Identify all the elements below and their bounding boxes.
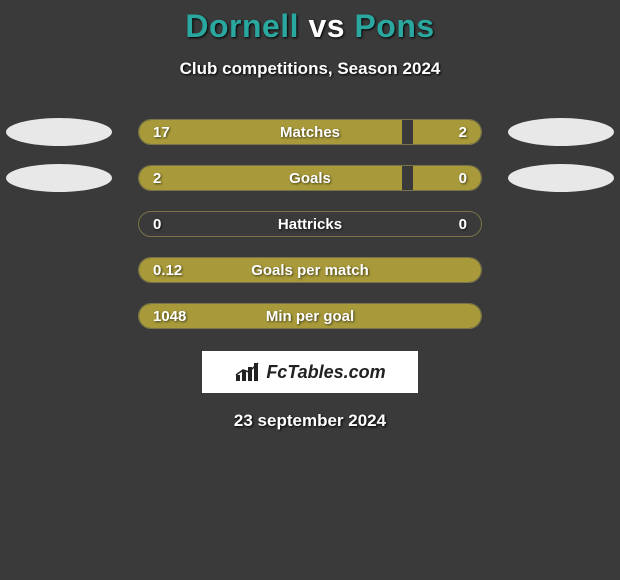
stat-bar-track: 20Goals <box>138 165 482 191</box>
title-player1: Dornell <box>185 8 299 44</box>
player-marker-right <box>508 164 614 192</box>
stat-row: 172Matches <box>0 119 620 145</box>
player-marker-left <box>6 164 112 192</box>
stat-row: 00Hattricks <box>0 211 620 237</box>
stat-rows: 172Matches 20Goals 00Hattricks 0.12Goals pe… <box>0 119 620 329</box>
subtitle: Club competitions, Season 2024 <box>0 59 620 79</box>
logo-text: FcTables.com <box>266 362 385 383</box>
date-text: 23 september 2024 <box>0 411 620 431</box>
stat-bar-track: 0.12Goals per match <box>138 257 482 283</box>
stat-label: Goals <box>139 166 481 191</box>
stat-label: Matches <box>139 120 481 145</box>
stat-bar-track: 1048Min per goal <box>138 303 482 329</box>
stat-row: 0.12Goals per match <box>0 257 620 283</box>
stat-row: 20Goals <box>0 165 620 191</box>
page-title: Dornell vs Pons <box>0 8 620 45</box>
player-marker-left <box>6 118 112 146</box>
stat-bar-track: 172Matches <box>138 119 482 145</box>
logo: FcTables.com <box>234 361 385 383</box>
logo-box: FcTables.com <box>202 351 418 393</box>
stat-label: Goals per match <box>139 258 481 283</box>
title-vs: vs <box>308 8 345 44</box>
stat-label: Hattricks <box>139 212 481 237</box>
title-player2: Pons <box>354 8 434 44</box>
bar-chart-icon <box>234 361 260 383</box>
player-marker-right <box>508 118 614 146</box>
stat-label: Min per goal <box>139 304 481 329</box>
stat-bar-track: 00Hattricks <box>138 211 482 237</box>
stat-row: 1048Min per goal <box>0 303 620 329</box>
infographic-container: Dornell vs Pons Club competitions, Seaso… <box>0 0 620 431</box>
